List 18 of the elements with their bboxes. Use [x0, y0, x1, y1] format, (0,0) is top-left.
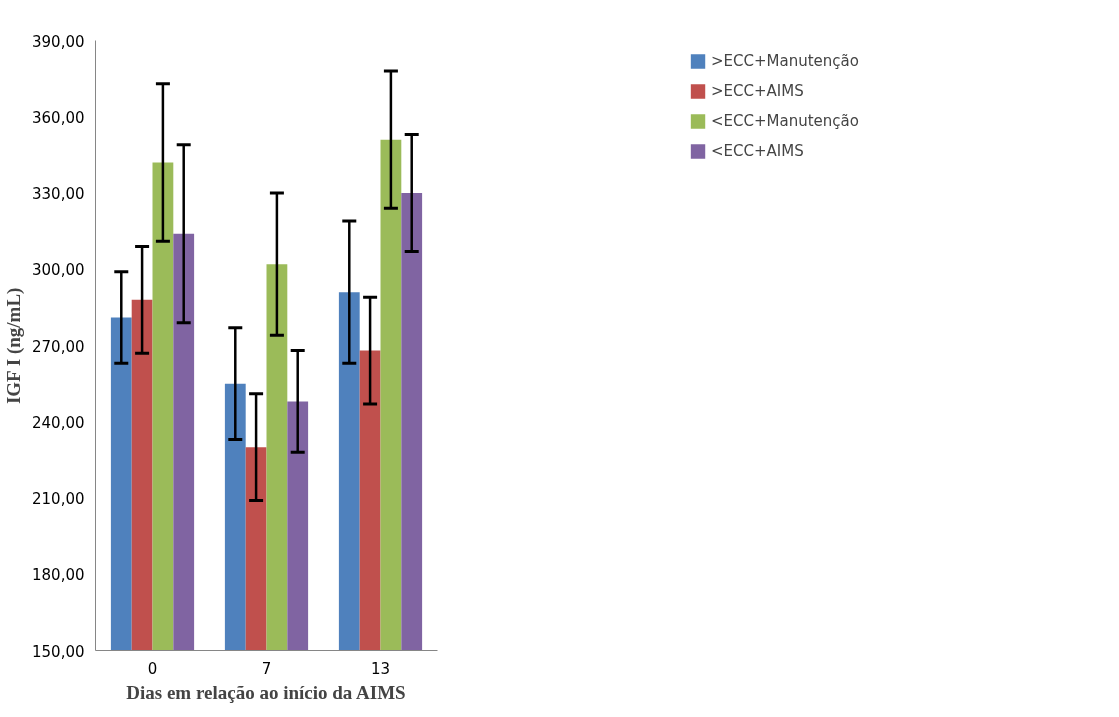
y-tick-label: 240,00 — [32, 413, 85, 432]
y-tick-label: 330,00 — [32, 185, 85, 203]
x-tick-label: 13 — [370, 659, 391, 678]
y-tick-label: 300,00 — [32, 261, 85, 280]
legend-label: <ECC+Manutenção — [711, 111, 859, 132]
x-tick-label: 7 — [261, 659, 272, 678]
legend-label: >ECC+Manutenção — [711, 51, 859, 72]
y-tick-label: 180,00 — [32, 566, 85, 585]
legend-label: >ECC+AIMS — [711, 81, 804, 102]
y-tick-label: 360,00 — [32, 108, 85, 127]
y-tick-label: 210,00 — [32, 490, 85, 508]
y-tick-label: 150,00 — [32, 642, 85, 661]
legend-label: <ECC+AIMS — [711, 141, 804, 162]
x-axis-title: Dias em relação ao início da AIMS — [126, 681, 406, 703]
x-tick-label: 0 — [147, 659, 158, 678]
y-tick-label: 390,00 — [32, 32, 85, 51]
y-axis-title: IGF I (ng/mL) — [3, 287, 26, 405]
y-tick-label: 270,00 — [32, 337, 85, 356]
